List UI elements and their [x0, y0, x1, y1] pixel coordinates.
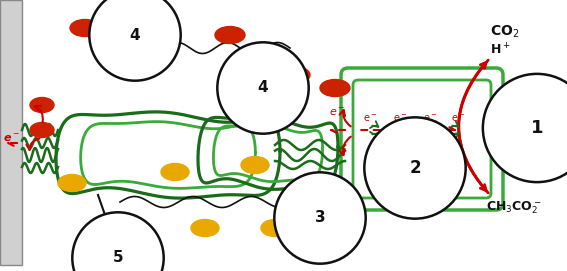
Ellipse shape — [191, 220, 219, 237]
Text: e$^-$: e$^-$ — [423, 112, 437, 124]
FancyBboxPatch shape — [341, 68, 503, 210]
Ellipse shape — [70, 20, 100, 37]
Text: H$^+$: H$^+$ — [490, 42, 511, 58]
FancyBboxPatch shape — [353, 80, 491, 198]
Ellipse shape — [30, 122, 54, 137]
Text: e$^-$: e$^-$ — [393, 112, 407, 124]
Text: 5: 5 — [113, 250, 123, 266]
Ellipse shape — [120, 9, 150, 27]
Ellipse shape — [280, 66, 310, 83]
Ellipse shape — [241, 156, 269, 173]
Text: e$^-$: e$^-$ — [329, 107, 345, 118]
Ellipse shape — [111, 214, 139, 231]
Ellipse shape — [261, 220, 289, 237]
Ellipse shape — [320, 79, 350, 96]
Text: e$^-$: e$^-$ — [451, 112, 465, 124]
Text: 2: 2 — [409, 159, 421, 177]
Text: e$^-$: e$^-$ — [363, 112, 377, 124]
Ellipse shape — [215, 27, 245, 44]
Ellipse shape — [161, 163, 189, 180]
Text: e$^-$: e$^-$ — [3, 133, 19, 144]
Text: 1: 1 — [531, 119, 543, 137]
Text: 3: 3 — [315, 211, 325, 225]
Text: CO$_2$: CO$_2$ — [490, 24, 519, 40]
Text: CH$_3$CO$_2^-$: CH$_3$CO$_2^-$ — [486, 200, 541, 216]
Ellipse shape — [58, 175, 86, 192]
Text: 4: 4 — [257, 80, 268, 95]
Text: 4: 4 — [130, 27, 140, 43]
Ellipse shape — [30, 98, 54, 112]
Bar — [0, 0, 22, 265]
